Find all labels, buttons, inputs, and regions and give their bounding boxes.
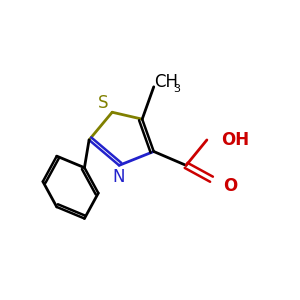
Text: CH: CH bbox=[154, 73, 178, 91]
Text: S: S bbox=[98, 94, 108, 112]
Text: OH: OH bbox=[221, 131, 249, 149]
Text: 3: 3 bbox=[173, 84, 180, 94]
Text: N: N bbox=[113, 168, 125, 186]
Text: O: O bbox=[223, 177, 237, 195]
